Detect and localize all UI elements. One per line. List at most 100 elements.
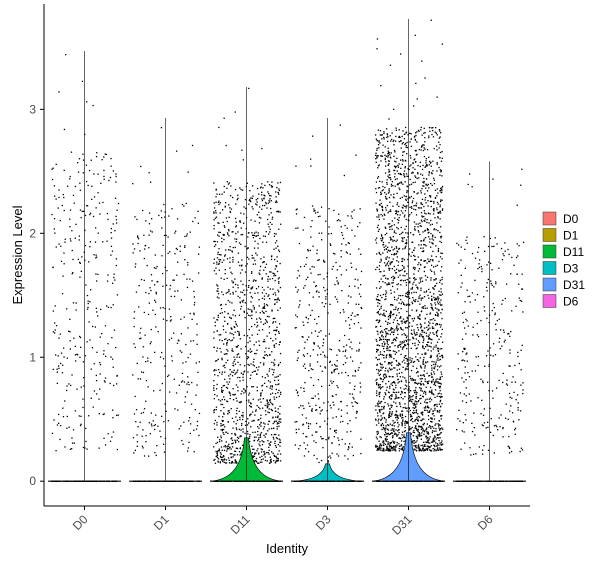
data-point (166, 319, 168, 322)
data-point (217, 358, 219, 360)
data-point (413, 440, 416, 442)
data-point (433, 183, 436, 185)
data-point (156, 445, 158, 447)
data-point (163, 421, 165, 423)
data-point (216, 395, 218, 397)
data-point (431, 421, 433, 423)
data-point (250, 413, 252, 415)
data-point (195, 362, 197, 364)
data-point (399, 317, 401, 319)
data-point (414, 389, 417, 391)
data-point (390, 276, 393, 279)
data-point (414, 226, 416, 228)
data-point (232, 196, 234, 199)
data-point (265, 263, 268, 265)
data-point (387, 318, 390, 320)
data-point (389, 349, 391, 352)
data-point (267, 430, 269, 432)
data-point (403, 392, 406, 394)
data-point (393, 367, 395, 369)
data-point (406, 358, 408, 360)
data-point (141, 445, 144, 447)
data-point (415, 393, 417, 395)
data-point (394, 398, 396, 400)
data-point (316, 290, 318, 292)
data-point (327, 401, 329, 403)
data-point (312, 135, 314, 137)
data-point (239, 272, 242, 274)
data-point (400, 226, 402, 229)
data-point (193, 304, 195, 306)
data-point (270, 271, 272, 273)
data-point (231, 348, 233, 350)
data-point (264, 436, 266, 438)
data-point (384, 394, 387, 396)
data-point (276, 457, 278, 459)
data-point (252, 361, 255, 363)
data-point (404, 176, 406, 178)
data-point (92, 104, 94, 107)
data-point (379, 411, 381, 413)
data-point (375, 268, 377, 271)
data-point (168, 374, 170, 376)
data-point (356, 411, 358, 413)
data-point (248, 199, 250, 202)
data-point (436, 405, 438, 408)
data-point (69, 348, 71, 350)
data-point (215, 201, 217, 203)
data-point (348, 324, 351, 326)
data-point (389, 135, 391, 137)
data-point (429, 425, 431, 427)
data-point (219, 259, 222, 261)
data-point (99, 362, 101, 364)
data-point (382, 447, 384, 450)
data-point (438, 290, 440, 292)
data-point (411, 440, 413, 442)
data-point (384, 343, 386, 346)
data-point (216, 261, 218, 263)
data-point (64, 241, 66, 243)
data-point (103, 175, 105, 178)
data-point (346, 227, 348, 229)
data-point (380, 253, 382, 256)
data-point (274, 268, 276, 270)
data-point (320, 353, 322, 356)
data-point (432, 170, 434, 172)
data-point (213, 240, 215, 243)
data-point (239, 338, 241, 340)
data-point (228, 289, 230, 291)
data-point (89, 241, 91, 243)
data-point (442, 443, 444, 445)
data-point (333, 371, 335, 373)
data-point (386, 136, 388, 139)
data-point (221, 440, 223, 442)
data-point (394, 449, 396, 451)
data-point (109, 440, 112, 442)
data-point (214, 360, 217, 362)
data-point (250, 200, 252, 203)
data-point (186, 286, 189, 289)
data-point (380, 307, 382, 309)
data-point (247, 341, 249, 344)
data-point (273, 248, 275, 250)
data-point (313, 454, 315, 457)
data-point (398, 163, 400, 165)
data-point (420, 387, 422, 389)
data-point (222, 459, 224, 461)
data-point (393, 193, 395, 195)
data-point (394, 414, 396, 417)
data-point (380, 363, 382, 365)
data-point (438, 423, 440, 426)
data-point (241, 264, 243, 266)
data-point (221, 241, 223, 243)
data-point (429, 436, 431, 438)
data-point (256, 405, 258, 407)
data-point (269, 198, 271, 200)
data-point (114, 279, 116, 281)
data-point (404, 133, 406, 135)
data-point (427, 411, 429, 413)
data-point (142, 429, 144, 431)
data-point (380, 338, 382, 340)
data-point (426, 344, 429, 346)
data-point (213, 410, 215, 412)
